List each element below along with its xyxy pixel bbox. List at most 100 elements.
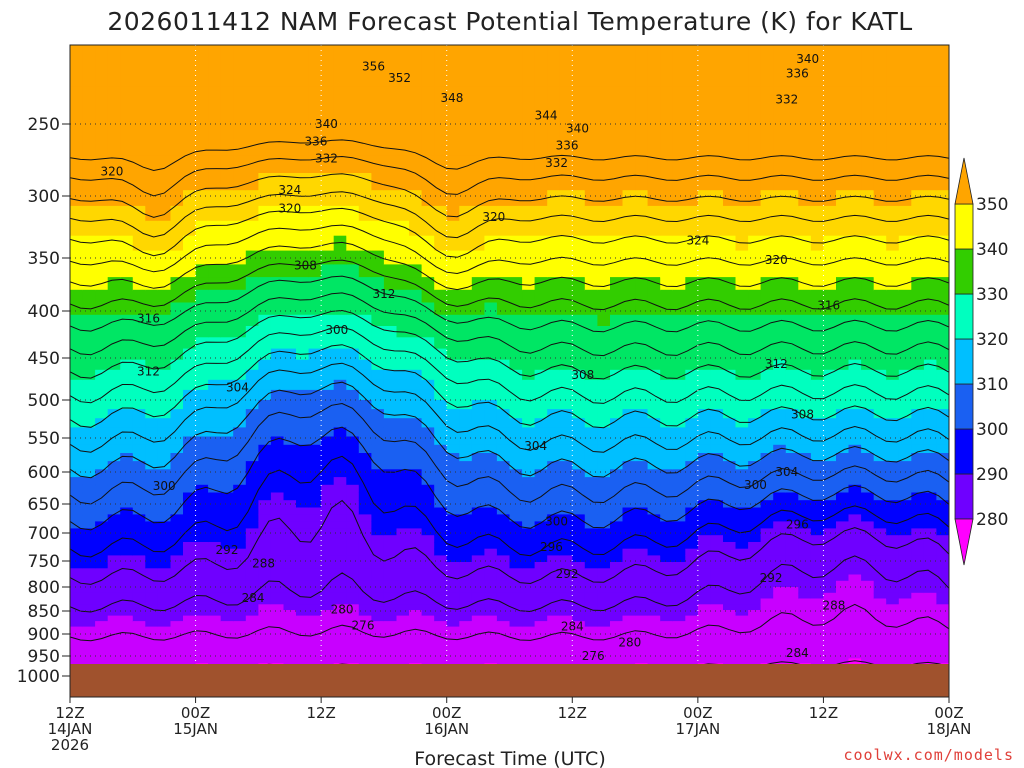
contour-label: 340 bbox=[796, 52, 819, 66]
theta-band-cell bbox=[120, 138, 134, 157]
theta-band-cell bbox=[848, 427, 862, 438]
theta-band-cell bbox=[321, 418, 335, 428]
theta-band-cell bbox=[446, 528, 460, 536]
theta-band-cell bbox=[810, 250, 825, 265]
theta-band-cell bbox=[471, 626, 485, 633]
theta-band-cell bbox=[509, 359, 523, 371]
theta-band-cell bbox=[597, 484, 611, 494]
theta-band-cell bbox=[496, 469, 511, 478]
theta-band-cell bbox=[120, 574, 134, 582]
theta-band-cell bbox=[584, 484, 598, 494]
theta-band-cell bbox=[459, 205, 473, 222]
theta-band-cell bbox=[547, 521, 561, 529]
theta-band-cell bbox=[873, 138, 887, 157]
theta-band-cell bbox=[434, 302, 448, 316]
theta-band-cell bbox=[559, 453, 573, 462]
theta-band-cell bbox=[836, 507, 850, 516]
y-tick-label: 800 bbox=[28, 578, 60, 598]
theta-band-cell bbox=[584, 250, 598, 265]
theta-band-cell bbox=[572, 469, 586, 478]
theta-band-cell bbox=[723, 121, 737, 139]
theta-band-cell bbox=[321, 568, 335, 576]
theta-band-cell bbox=[371, 138, 385, 157]
theta-band-cell bbox=[760, 400, 774, 410]
theta-band-cell bbox=[107, 637, 121, 644]
theta-band-cell bbox=[208, 389, 222, 401]
theta-band-cell bbox=[208, 302, 222, 316]
theta-band-cell bbox=[371, 626, 385, 633]
theta-band-cell bbox=[132, 642, 146, 649]
theta-band-cell bbox=[308, 535, 322, 543]
theta-band-cell bbox=[610, 574, 624, 582]
theta-band-cell bbox=[798, 637, 812, 644]
theta-band-cell bbox=[710, 379, 724, 391]
theta-band-cell bbox=[936, 45, 949, 70]
theta-band-cell bbox=[748, 535, 762, 543]
theta-band-cell bbox=[810, 542, 825, 550]
theta-band-cell bbox=[258, 359, 272, 371]
theta-band-cell bbox=[258, 637, 272, 644]
theta-band-cell bbox=[622, 500, 636, 509]
theta-band-cell bbox=[911, 348, 925, 361]
theta-band-cell bbox=[936, 615, 949, 622]
theta-band-cell bbox=[647, 637, 661, 644]
theta-band-cell bbox=[421, 615, 435, 622]
theta-band-cell bbox=[873, 190, 887, 207]
theta-band-cell bbox=[132, 220, 146, 237]
theta-band-cell bbox=[434, 484, 448, 494]
theta-band-cell bbox=[220, 348, 234, 361]
theta-band-cell bbox=[383, 314, 398, 327]
theta-band-cell bbox=[409, 658, 423, 664]
theta-band-cell bbox=[245, 555, 259, 563]
theta-band-cell bbox=[496, 409, 511, 419]
theta-band-cell bbox=[208, 568, 222, 576]
theta-band-cell bbox=[547, 642, 561, 649]
theta-band-cell bbox=[245, 155, 259, 174]
theta-band-cell bbox=[923, 626, 938, 633]
credit-text[interactable]: coolwx.com/models bbox=[843, 746, 1014, 764]
theta-band-cell bbox=[333, 507, 347, 516]
theta-band-cell bbox=[233, 548, 247, 556]
theta-band-cell bbox=[421, 289, 435, 304]
theta-band-cell bbox=[672, 626, 686, 633]
theta-band-cell bbox=[195, 69, 209, 88]
theta-band-cell bbox=[522, 461, 536, 470]
theta-band-cell bbox=[383, 514, 398, 522]
theta-band-cell bbox=[333, 562, 347, 569]
theta-band-cell bbox=[396, 648, 410, 654]
theta-band-cell bbox=[421, 138, 435, 157]
theta-band-cell bbox=[823, 477, 837, 486]
theta-band-cell bbox=[534, 610, 548, 617]
theta-band-cell bbox=[773, 289, 787, 304]
theta-band-cell bbox=[233, 337, 247, 350]
theta-band-cell bbox=[923, 592, 938, 600]
theta-band-cell bbox=[760, 587, 774, 594]
theta-band-cell bbox=[183, 632, 197, 639]
theta-band-cell bbox=[484, 121, 498, 139]
theta-band-cell bbox=[923, 610, 938, 617]
theta-band-cell bbox=[270, 484, 285, 494]
theta-band-cell bbox=[584, 418, 598, 428]
theta-band-cell bbox=[685, 369, 699, 381]
theta-band-cell bbox=[484, 587, 498, 594]
theta-band-cell bbox=[82, 626, 96, 633]
theta-band-cell bbox=[409, 436, 423, 446]
theta-band-cell bbox=[773, 514, 787, 522]
theta-band-cell bbox=[559, 528, 573, 536]
theta-band-cell bbox=[898, 379, 912, 391]
theta-band-cell bbox=[584, 326, 598, 338]
theta-band-cell bbox=[572, 289, 586, 304]
theta-band-cell bbox=[660, 190, 674, 207]
theta-band-cell bbox=[434, 637, 448, 644]
theta-band-cell bbox=[233, 173, 247, 191]
theta-band-cell bbox=[434, 348, 448, 361]
theta-band-cell bbox=[785, 173, 799, 191]
theta-band-cell bbox=[346, 427, 360, 438]
theta-band-cell bbox=[697, 610, 712, 617]
theta-band-cell bbox=[723, 615, 737, 622]
theta-band-cell bbox=[95, 359, 109, 371]
theta-band-cell bbox=[333, 277, 347, 291]
theta-band-cell bbox=[270, 598, 285, 605]
theta-band-cell bbox=[522, 648, 536, 654]
theta-band-cell bbox=[145, 604, 159, 611]
